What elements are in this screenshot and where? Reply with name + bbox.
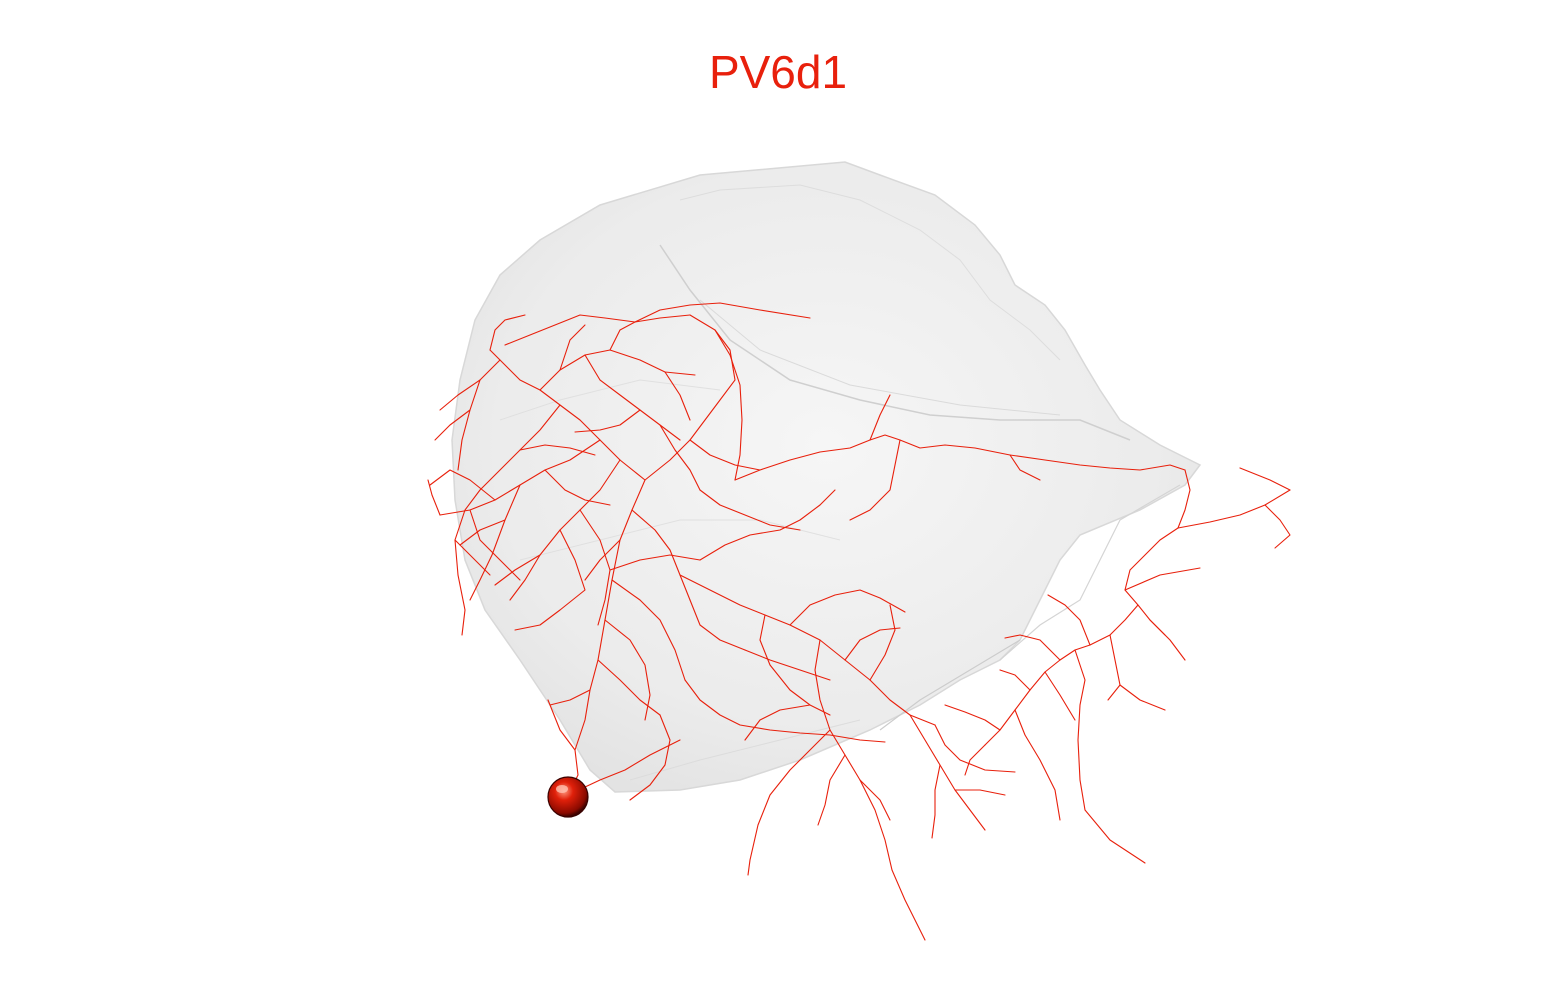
neuropil-mesh	[451, 161, 1202, 793]
neuron-arbor	[427, 302, 1291, 941]
plot-title: PV6d1	[708, 46, 848, 98]
soma	[547, 776, 589, 818]
